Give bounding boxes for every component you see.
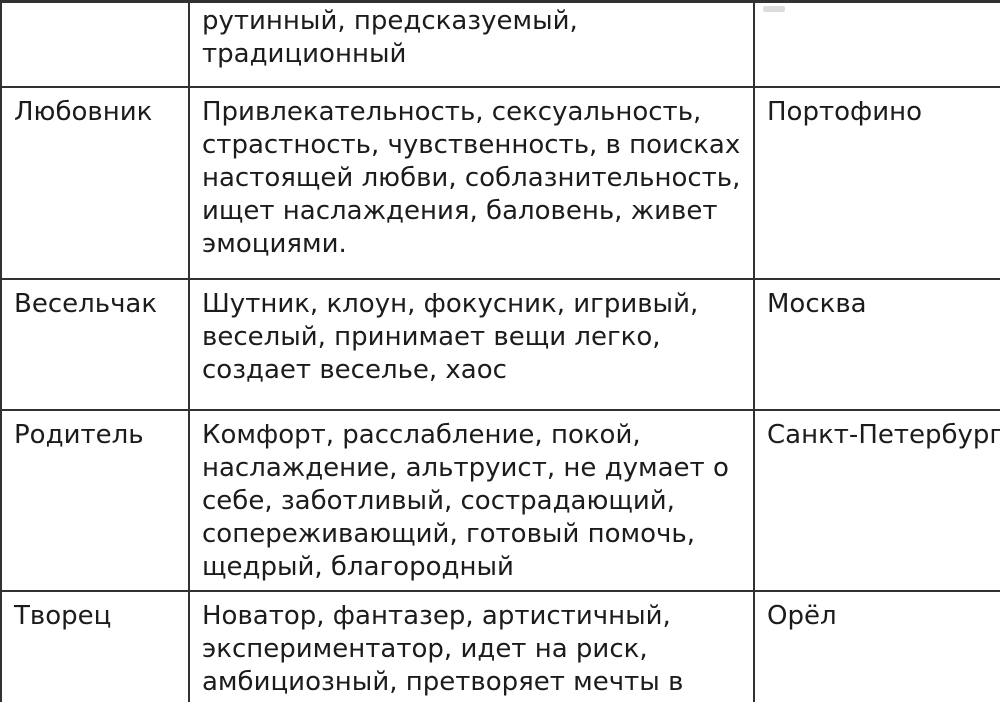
archetype-cell: Родитель [0,408,190,592]
description-cell: Шутник, клоун, фокусник, игривый, веселы… [188,277,755,411]
city-cell: Санкт-Петербург [753,408,1000,592]
archetype-cell [0,0,190,88]
cutoff-text-remnant [763,6,785,12]
table-row-creator: Творец Новатор, фантазер, артистичный, э… [0,589,1000,702]
city-cell: Москва [753,277,1000,411]
table-row-partial: рутинный, предсказуемый, традиционный [0,0,1000,88]
city-cell: Орёл [753,589,1000,702]
archetype-cell: Весельчак [0,277,190,411]
archetype-cell: Любовник [0,85,190,280]
table-row-caregiver: Родитель Комфорт, расслабление, покой, н… [0,408,1000,592]
description-cell: Новатор, фантазер, артистичный, эксперим… [188,589,755,702]
city-cell [753,0,1000,88]
table-row-jester: Весельчак Шутник, клоун, фокусник, игрив… [0,277,1000,411]
city-cell: Портофино [753,85,1000,280]
table-row-lover: Любовник Привлекательность, сексуальност… [0,85,1000,280]
description-cell: Комфорт, расслабление, покой, наслаждени… [188,408,755,592]
archetype-cell: Творец [0,589,190,702]
description-cell: рутинный, предсказуемый, традиционный [188,0,755,88]
description-cell: Привлекательность, сексуальность, страст… [188,85,755,280]
